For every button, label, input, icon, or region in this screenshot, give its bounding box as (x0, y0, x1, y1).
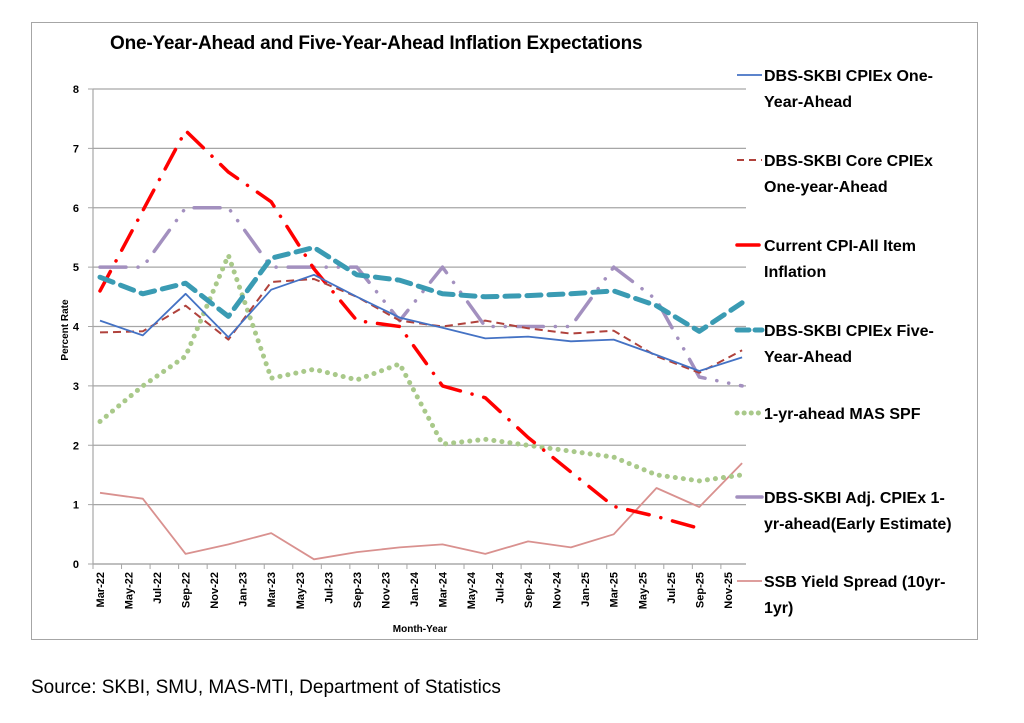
legend-label: Current CPI-All Item (764, 238, 916, 255)
source-note: Source: SKBI, SMU, MAS-MTI, Department o… (31, 677, 501, 698)
x-tick-label: Sep-25 (694, 572, 706, 608)
y-tick-label: 8 (73, 84, 79, 96)
x-tick-label: May-23 (295, 572, 307, 609)
x-tick-label: Nov-23 (380, 572, 392, 609)
series-line-5 (98, 206, 744, 388)
x-tick-label: Mar-22 (95, 572, 107, 607)
series-line-4 (97, 252, 745, 484)
legend-label: One-year-Ahead (764, 179, 888, 196)
axes: 0 1 2 3 4 5 6 7 8 Mar-22 May-22 Jul-22 Sep-22 Nov-22 J… (73, 84, 746, 609)
y-tick-label: 1 (73, 500, 79, 512)
legend: DBS-SKBI CPIEx One- Year-Ahead DBS-SKBI Co… (734, 68, 952, 617)
x-tick-label: Mar-24 (437, 571, 449, 607)
x-tick-label: Jul-23 (323, 572, 335, 604)
x-tick-label: Sep-23 (352, 572, 364, 608)
x-tick-label: Nov-24 (552, 571, 564, 609)
y-tick-label: 4 (73, 322, 80, 334)
x-tick-label: Mar-25 (609, 572, 621, 607)
x-tick-label: Nov-25 (723, 572, 735, 609)
gridlines (93, 88, 746, 565)
legend-label: DBS-SKBI Core CPIEx (764, 153, 933, 170)
x-tick-label: Sep-24 (523, 571, 535, 608)
series-line-2 (98, 128, 702, 531)
chart-title: One-Year-Ahead and Five-Year-Ahead Infla… (110, 33, 643, 54)
series-line-6 (99, 462, 743, 561)
legend-label: SSB Yield Spread (10yr- (764, 574, 945, 591)
y-axis-title: Percent Rate (60, 299, 71, 361)
legend-label: DBS-SKBI CPIEx Five- (764, 323, 934, 340)
x-tick-label: Nov-22 (209, 572, 221, 609)
legend-label: Year-Ahead (764, 349, 852, 366)
y-tick-label: 5 (73, 262, 79, 274)
y-tick-label: 2 (73, 440, 79, 452)
y-tick-label: 0 (73, 559, 79, 571)
x-tick-label: May-25 (637, 572, 649, 609)
x-tick-label: Jan-23 (238, 572, 250, 607)
legend-label: 1-yr-ahead MAS SPF (764, 406, 921, 423)
x-tick-label: Sep-22 (181, 572, 193, 608)
y-tick-label: 6 (73, 203, 79, 215)
x-axis-title: Month-Year (393, 624, 448, 635)
legend-label: DBS-SKBI CPIEx One- (764, 68, 933, 85)
x-tick-label: Jan-25 (580, 572, 592, 607)
legend-label: Year-Ahead (764, 94, 852, 111)
x-tick-label: Mar-23 (266, 572, 278, 607)
series-lines (97, 128, 745, 561)
x-tick-label: May-24 (466, 571, 478, 609)
x-tick-label: Jul-25 (666, 572, 678, 604)
chart-frame (31, 22, 978, 640)
series-line-0 (99, 273, 743, 372)
x-tick-label: Jul-22 (152, 572, 164, 604)
legend-label: Inflation (764, 264, 826, 281)
x-tick-label: Jul-24 (495, 571, 507, 604)
series-line-3 (97, 245, 745, 334)
y-tick-label: 7 (73, 143, 79, 155)
y-tick-label: 3 (73, 381, 79, 393)
x-tick-label: May-22 (124, 572, 136, 609)
x-tick-label: Jan-24 (409, 571, 421, 607)
legend-label: yr-ahead(Early Estimate) (764, 516, 952, 533)
legend-label: 1yr) (764, 600, 793, 617)
legend-label: DBS-SKBI Adj. CPIEx 1- (764, 490, 945, 507)
